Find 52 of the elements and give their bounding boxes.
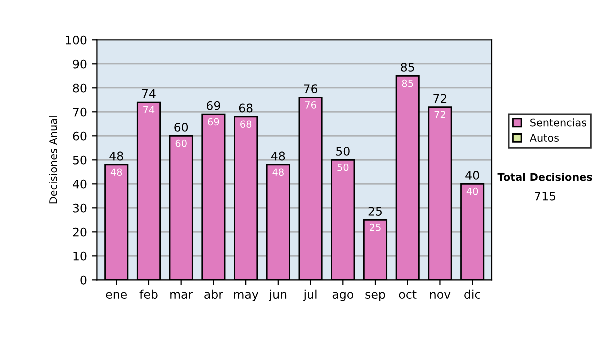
total-label: 76 [304,84,318,94]
data-label: 48 [272,168,284,176]
y-tick-label: 10 [74,252,87,261]
y-tick-label: 90 [73,60,87,69]
data-label: 50 [338,164,349,172]
y-tick-label: 60 [73,132,87,141]
legend-label: Autos [530,134,559,142]
y-tick-label: 0 [80,276,87,285]
total-label: 50 [336,147,350,156]
total-label: 85 [401,62,414,72]
x-tick-label: abr [204,290,224,300]
y-tick-label: 80 [73,84,87,93]
total-label: 69 [207,101,220,110]
data-label: 76 [305,102,316,109]
y-tick-label: 30 [73,204,87,213]
x-tick-label: jul [304,290,317,302]
total-label: 25 [368,207,382,216]
text: 715 [535,192,556,201]
total-label: 60 [174,123,188,132]
x-tick-label: jun [269,290,287,302]
total-label: 74 [142,90,156,98]
y-tick-label: 50 [73,156,87,165]
data-label: 69 [208,118,220,126]
total-label: 72 [434,94,447,103]
data-label: 48 [110,168,122,176]
data-label: 74 [144,106,155,114]
text: Total Decisiones [498,173,592,182]
y-tick-label: 100 [66,36,87,45]
y-tick-label: 20 [73,228,87,237]
total-label: 68 [239,104,253,113]
data-label: 85 [402,80,414,88]
data-label: 68 [240,120,252,128]
total-label: 40 [466,171,480,180]
y-axis-title: Decisiones Anual [49,116,58,204]
data-label: 40 [466,188,478,196]
total-label: 48 [110,152,124,161]
x-tick-label: oct [399,290,417,300]
x-tick-label: dic [464,290,480,300]
x-tick-label: mar [170,292,194,300]
legend-label: Sentencias [530,118,587,127]
y-tick-label: 40 [73,180,87,189]
x-tick-label: feb [140,290,158,300]
y-tick-label: 70 [73,108,87,117]
x-tick-label: ene [106,292,127,300]
x-tick-label: ago [332,292,354,302]
x-tick-label: nov [430,292,451,300]
x-tick-label: sep [366,292,386,302]
data-label: 72 [434,111,446,118]
data-label: 25 [370,224,381,232]
x-tick-label: may [234,292,259,302]
data-label: 60 [176,140,187,148]
total-label: 48 [271,152,286,161]
